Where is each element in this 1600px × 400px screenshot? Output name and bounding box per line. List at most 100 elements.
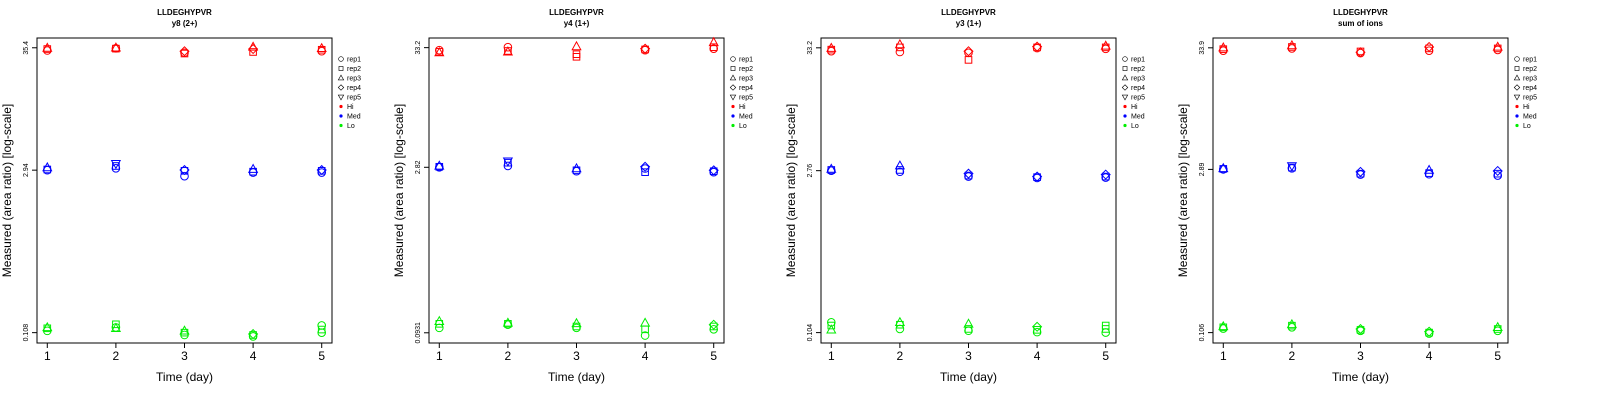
panel-4: LLDEGHYPVR sum of ions 1 2 3 4 5 0.106 2.89 33.9 T…	[1176, 8, 1537, 384]
series-med	[42, 160, 327, 181]
data-point	[708, 36, 719, 47]
data-point	[249, 48, 257, 56]
series-hi	[1218, 39, 1503, 58]
x-tick-label: 5	[318, 349, 325, 363]
legend-marker	[337, 84, 345, 91]
legend-label: rep5	[739, 95, 753, 102]
legend: rep1 rep2 rep3 rep4 rep5 Hi Med Lo	[337, 56, 361, 130]
y-tick-label: 2.82	[415, 160, 422, 174]
data-point	[180, 49, 189, 58]
series-lo	[1218, 318, 1503, 338]
series-med	[1218, 162, 1503, 180]
x-tick-label: 2	[897, 349, 904, 363]
data-point	[434, 160, 445, 170]
data-point	[110, 322, 122, 332]
legend-label: rep5	[347, 95, 361, 102]
legend-marker	[1514, 66, 1520, 71]
series-lo	[434, 315, 719, 340]
x-axis-label: Time (day)	[1332, 370, 1389, 384]
data-point	[179, 325, 190, 335]
y-tick-label: 0.0931	[415, 322, 422, 344]
legend-label: Med	[1131, 114, 1145, 121]
x-tick-label: 3	[181, 349, 188, 363]
data-point	[1286, 318, 1298, 329]
legend-marker	[1123, 123, 1127, 128]
panel-title: LLDEGHYPVR	[549, 8, 604, 17]
legend-label: Lo	[347, 123, 355, 130]
x-tick-label: 4	[1426, 349, 1433, 363]
y-axis-label: Measured (area ratio) [log-scale]	[392, 104, 406, 277]
data-point	[1356, 169, 1365, 178]
x-tick-label: 3	[573, 349, 580, 363]
y-tick-label: 33.2	[807, 41, 814, 55]
panel-subtitle: y8 (2+)	[172, 19, 198, 28]
data-point	[639, 317, 651, 327]
data-point	[42, 161, 53, 172]
data-point	[1031, 171, 1043, 182]
legend-label: rep2	[739, 66, 753, 73]
data-point	[709, 43, 718, 52]
legend-marker	[729, 94, 737, 101]
x-tick-label: 2	[505, 349, 512, 363]
legend-marker	[1122, 66, 1128, 71]
panel-title: LLDEGHYPVR	[157, 8, 212, 17]
data-point	[639, 43, 651, 54]
data-point	[571, 40, 582, 51]
plot-frame	[820, 37, 1117, 344]
legend-marker	[1513, 74, 1521, 81]
panel-subtitle: sum of ions	[1338, 19, 1383, 28]
legend-marker	[1515, 104, 1519, 109]
data-point	[827, 321, 836, 330]
series-hi	[42, 41, 327, 58]
data-point	[1218, 42, 1229, 52]
legend-marker	[1123, 104, 1127, 109]
series-lo	[826, 316, 1111, 337]
y-tick-label: 2.76	[807, 164, 814, 178]
data-point	[571, 162, 582, 173]
data-point	[571, 317, 582, 328]
legend-label: rep1	[1131, 57, 1145, 64]
x-tick-label: 3	[1357, 349, 1364, 363]
legend-label: rep3	[1523, 76, 1537, 83]
data-point	[641, 168, 649, 176]
y-tick-label: 33.9	[1199, 41, 1206, 55]
data-point	[1355, 323, 1366, 335]
data-point	[317, 325, 326, 334]
x-tick-label: 4	[642, 349, 649, 363]
data-point	[317, 321, 327, 330]
series-hi	[826, 38, 1111, 64]
legend-label: Hi	[739, 104, 746, 111]
legend-label: rep2	[1523, 66, 1537, 73]
panel-3: LLDEGHYPVR y3 (1+) 1 2 3 4 5 0.104 2.76 33.2 Time …	[784, 8, 1145, 384]
data-point	[317, 168, 327, 177]
legend-marker	[339, 114, 343, 118]
legend-marker	[731, 104, 735, 109]
data-point	[1218, 162, 1229, 173]
x-tick-label: 1	[1220, 349, 1227, 363]
y-tick-label: 35.4	[23, 41, 30, 55]
data-point	[640, 164, 650, 173]
data-point	[179, 46, 190, 57]
data-point	[110, 42, 122, 52]
data-point	[1101, 172, 1110, 181]
legend-label: Hi	[347, 104, 354, 111]
legend-marker	[729, 74, 737, 81]
legend-marker	[338, 66, 344, 71]
legend-label: Hi	[1523, 104, 1530, 111]
y-axis-label: Measured (area ratio) [log-scale]	[1176, 104, 1190, 277]
data-point	[247, 43, 259, 55]
data-point	[894, 38, 906, 49]
legend-label: rep3	[739, 76, 753, 83]
data-point	[708, 165, 719, 176]
data-point	[895, 47, 905, 57]
data-point	[434, 323, 444, 333]
data-point	[826, 42, 837, 52]
legend-label: rep4	[1523, 85, 1537, 92]
plot-frame	[428, 37, 725, 344]
data-point	[434, 315, 445, 325]
legend-marker	[1121, 74, 1129, 81]
data-point	[572, 323, 581, 333]
x-tick-label: 5	[1102, 349, 1109, 363]
series-hi	[434, 36, 719, 61]
legend-marker	[1121, 94, 1129, 101]
